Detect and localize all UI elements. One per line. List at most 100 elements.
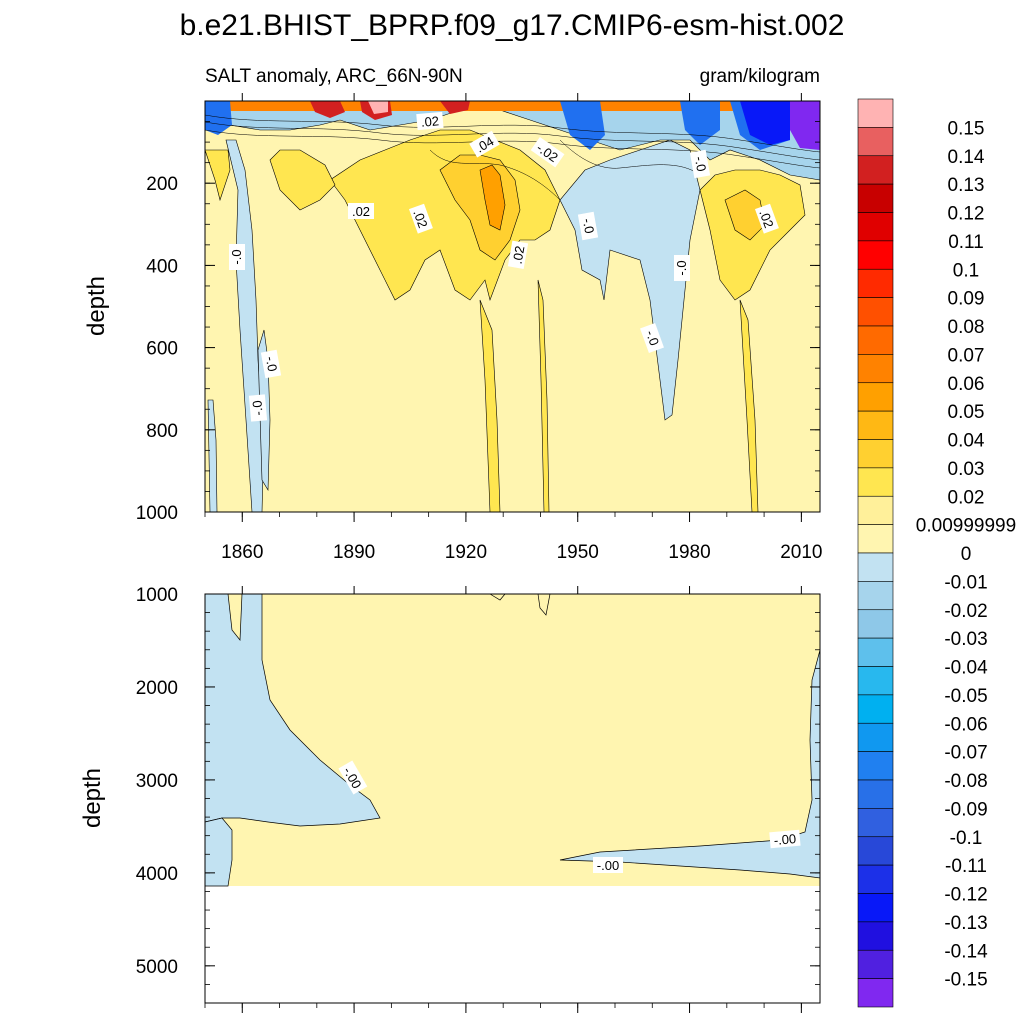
contour-label: -.0	[248, 394, 268, 422]
contour-label: .02	[348, 203, 374, 219]
y-tick-label: 600	[146, 339, 178, 360]
upper-pos-zone-1850s	[204, 149, 231, 202]
colorbar-label: -0.05	[944, 686, 987, 707]
contour-label: -.00	[769, 829, 801, 849]
upper-left-label: SALT anomaly, ARC_66N-90N	[205, 66, 463, 87]
upper-axes: 200 400 600 800 1000 1860 1890 1920 1950 1980 2010	[136, 93, 823, 563]
svg-text:-.0: -.0	[580, 217, 597, 235]
svg-text:-.0: -.0	[249, 400, 265, 416]
x-tick-label: 1950	[557, 542, 599, 563]
y-tick-label: 2000	[136, 678, 178, 699]
svg-text:-.00: -.00	[773, 831, 797, 848]
svg-text:.02: .02	[510, 245, 528, 265]
colorbar-label: 0.00999999	[916, 516, 1016, 537]
lower-neg-zone-left	[204, 593, 381, 827]
y-tick-label: 200	[146, 174, 178, 195]
svg-text:.02: .02	[352, 204, 370, 219]
svg-text:-.0: -.0	[263, 355, 280, 373]
colorbar-label: 0.1	[953, 260, 979, 281]
x-tick-label: 1860	[221, 542, 263, 563]
colorbar-swatch	[857, 949, 894, 979]
upper-plot-area: .02 .04 -.02 .02 .02 .02	[204, 100, 821, 513]
colorbar-swatch	[857, 637, 894, 667]
upper-neg-zone-surface	[204, 100, 821, 181]
colorbar-swatch	[857, 581, 894, 611]
colorbar-label: -0.09	[944, 799, 987, 820]
colorbar-swatch	[857, 127, 894, 157]
colorbar-swatch	[857, 524, 894, 554]
y-tick-label: 1000	[136, 503, 178, 524]
contour-label: .02	[507, 240, 529, 270]
contour-label: -.0	[229, 244, 245, 270]
upper-contour-label-group: .02 .04 -.02 .02 .02 .02	[229, 111, 779, 422]
colorbar-swatch	[857, 893, 894, 923]
colorbar-swatch	[857, 921, 894, 951]
colorbar-label: -0.08	[944, 771, 987, 792]
svg-text:-.0: -.0	[692, 155, 709, 173]
colorbar-label: 0.07	[948, 345, 985, 366]
colorbar-label: -0.1	[950, 828, 983, 849]
colorbar-swatch	[857, 98, 894, 128]
colorbar-swatch	[857, 268, 894, 298]
y-tick-label: 800	[146, 421, 178, 442]
svg-text:-.0: -.0	[229, 249, 244, 264]
lower-neg-zone-bottom-left	[204, 817, 233, 887]
y-tick-label: 400	[146, 256, 178, 277]
colorbar-label: -0.12	[944, 885, 987, 906]
colorbar-label: 0.08	[948, 317, 985, 338]
colorbar-label: 0.05	[948, 402, 985, 423]
svg-text:.02: .02	[756, 208, 776, 230]
upper-pos-zone-1928	[479, 164, 506, 231]
upper-surface-deep-blue	[740, 101, 790, 145]
figure-title: b.e21.BHIST_BPRP.f09_g17.CMIP6-esm-hist.…	[180, 9, 845, 42]
svg-text:.02: .02	[410, 208, 430, 230]
contour-label: -.00	[593, 857, 623, 873]
colorbar-swatch	[857, 495, 894, 525]
colorbar-swatch	[857, 240, 894, 270]
upper-surface-blue-patches	[205, 101, 790, 150]
upper-surface-purple	[790, 101, 820, 150]
colorbar-label: 0	[961, 544, 972, 565]
colorbar-label: -0.07	[944, 743, 987, 764]
colorbar-label: -0.02	[944, 601, 987, 622]
colorbar: 0.15 0.14 0.13 0.12 0.11 0.1 0.09 0.08 0.07 0.06 0…	[857, 98, 1016, 1008]
colorbar-swatch	[857, 751, 894, 781]
lower-tiny-contours	[489, 593, 551, 616]
x-tick-label: 1920	[445, 542, 487, 563]
upper-surface-band	[205, 101, 820, 111]
colorbar-swatch	[857, 354, 894, 384]
colorbar-swatch	[857, 722, 894, 752]
lower-ylabel: depth	[79, 768, 106, 828]
colorbar-swatch	[857, 297, 894, 327]
colorbar-label: 0.13	[948, 175, 985, 196]
colorbar-label: 0.03	[948, 459, 985, 480]
contour-label: -.0	[260, 349, 282, 379]
colorbar-label: 0.04	[948, 431, 985, 452]
colorbar-swatch	[857, 212, 894, 242]
colorbar-label: -0.11	[945, 856, 987, 877]
contour-label: .02	[408, 203, 433, 234]
colorbar-label: 0.09	[948, 289, 985, 310]
colorbar-swatch	[857, 382, 894, 412]
contour-label: -.0	[689, 149, 711, 179]
colorbar-swatch	[857, 779, 894, 809]
colorbar-label: 0.02	[948, 487, 985, 508]
colorbar-swatch	[857, 325, 894, 355]
colorbar-label: -0.04	[944, 658, 988, 679]
colorbar-label: -0.06	[944, 714, 987, 735]
upper-surface-pink-patch	[368, 101, 388, 114]
colorbar-swatch	[857, 609, 894, 639]
colorbar-swatch	[857, 467, 894, 497]
colorbar-swatch	[857, 864, 894, 894]
colorbar-swatch	[857, 439, 894, 469]
y-tick-label: 1000	[136, 585, 178, 606]
colorbar-swatch	[857, 836, 894, 866]
colorbar-label: -0.13	[944, 913, 987, 934]
colorbar-swatch	[857, 666, 894, 696]
upper-surface-red-patches	[310, 101, 470, 120]
lower-background-fill	[205, 594, 820, 886]
colorbar-swatch	[857, 155, 894, 185]
lower-no-data-area	[205, 886, 820, 1003]
contour-label: -.0	[674, 255, 690, 281]
